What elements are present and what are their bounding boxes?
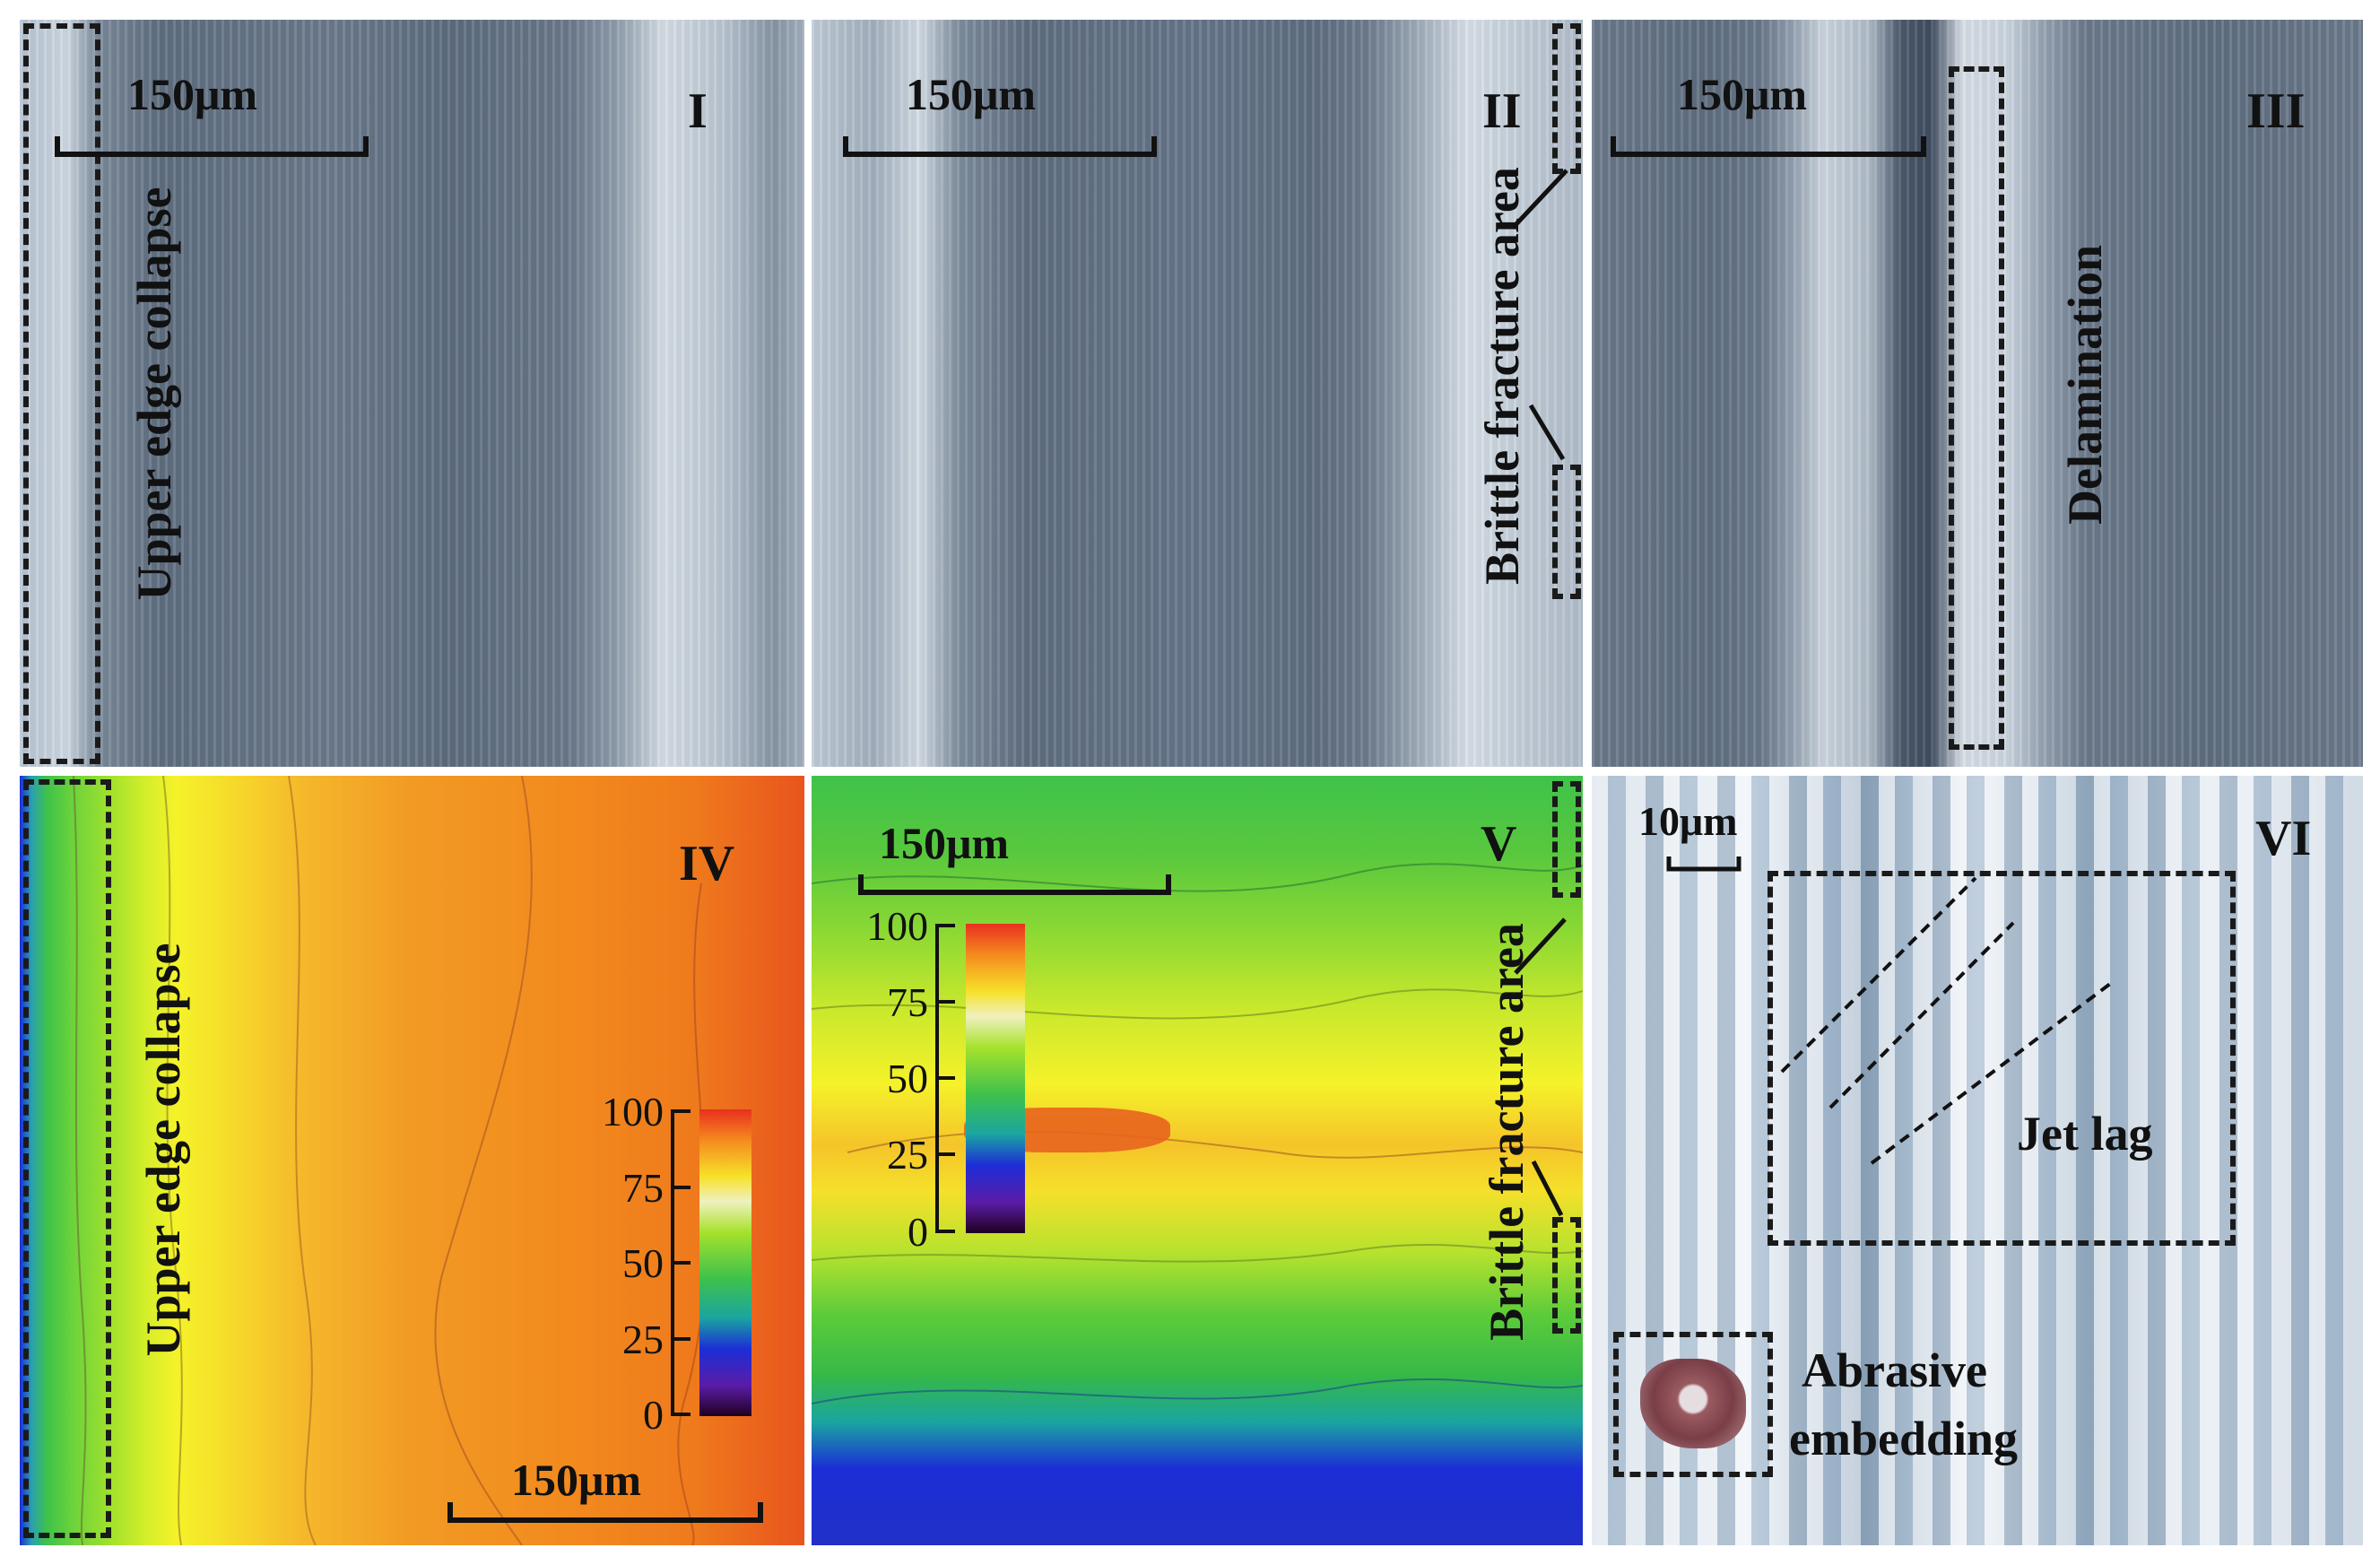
delamination-region-box [1949, 66, 2004, 750]
colorbar [699, 1109, 751, 1416]
upper-edge-collapse-label: Upper edge collapse [127, 187, 181, 601]
scale-bar-label: 150μm [127, 69, 257, 119]
panel-numeral: IV [679, 836, 735, 891]
jet-lag-lines [1780, 876, 2112, 1165]
fracture-region-box-bottom [1552, 1217, 1581, 1334]
scale-bar-label: 10μm [1638, 798, 1738, 844]
abrasive-region-box [1613, 1332, 1773, 1477]
scale-bar [1666, 856, 1742, 872]
panel-numeral: VI [2255, 811, 2312, 866]
abrasive-label-line-2: embedding [1789, 1412, 2019, 1465]
colorbar-tick-label: 100 [866, 903, 928, 949]
abrasive-label-line-1: Abrasive [1802, 1343, 1987, 1397]
height-map-panel-v: 150μm V 100 75 50 25 0 Brittle fracture … [812, 776, 1583, 1545]
collapse-region-box [23, 23, 100, 764]
colorbar-tick-label: 25 [622, 1317, 664, 1362]
collapse-region-box [23, 779, 111, 1538]
scale-bar [55, 136, 369, 157]
panel-numeral: V [1481, 816, 1517, 872]
scale-bar-label: 150μm [906, 69, 1036, 119]
scale-bar [1611, 136, 1926, 157]
contour-lines [73, 776, 708, 1545]
colorbar-tick-label: 50 [622, 1240, 664, 1286]
scale-bar [858, 874, 1171, 895]
jet-lag-label: Jet lag [2017, 1107, 2153, 1161]
colorbar-tick-label: 75 [622, 1165, 664, 1211]
colorbar-tick-label: 25 [887, 1132, 928, 1178]
scale-bar-label: 150μm [1677, 69, 1807, 119]
fracture-region-box-bottom [1552, 465, 1581, 599]
micrograph-panel-iii: 150μm III Delamination [1592, 20, 2363, 767]
colorbar [966, 924, 1025, 1233]
scale-bar [843, 136, 1568, 461]
fracture-region-box-top [1552, 781, 1581, 898]
colorbar-tick-label: 75 [887, 979, 928, 1025]
colorbar-tick-label: 0 [643, 1392, 664, 1438]
colorbar-tick-label: 50 [887, 1056, 928, 1101]
brittle-fracture-label: Brittle fracture area [1480, 923, 1533, 1341]
panel-numeral: II [1482, 83, 1522, 139]
panel-numeral: III [2246, 83, 2306, 139]
jet-lag-region-box [1768, 871, 2236, 1246]
scale-bar-label: 150μm [511, 1455, 641, 1505]
scale-bar [447, 1502, 763, 1523]
colorbar-tick-label: 0 [908, 1209, 928, 1255]
colorbar-axis [671, 1109, 691, 1416]
micrograph-panel-vi: 10μm VI Jet lag Abrasive embedding [1592, 776, 2363, 1545]
micrograph-panel-i: 150μm I Upper edge collapse [20, 20, 804, 767]
abrasive-particle [1640, 1359, 1746, 1448]
micrograph-panel-ii: 150μm II Brittle fracture area [812, 20, 1583, 767]
fracture-region-box-top [1552, 23, 1581, 174]
colorbar-tick-label: 100 [602, 1089, 664, 1135]
colorbar-axis [935, 924, 955, 1233]
delamination-label: Delamination [2058, 245, 2112, 526]
pointer-lines [1514, 917, 1567, 1217]
height-map-panel-iv: IV Upper edge collapse 100 75 50 25 0 15… [20, 776, 804, 1545]
brittle-fracture-label: Brittle fracture area [1475, 167, 1529, 585]
scale-bar-label: 150μm [879, 818, 1009, 868]
panel-numeral: I [688, 83, 708, 139]
